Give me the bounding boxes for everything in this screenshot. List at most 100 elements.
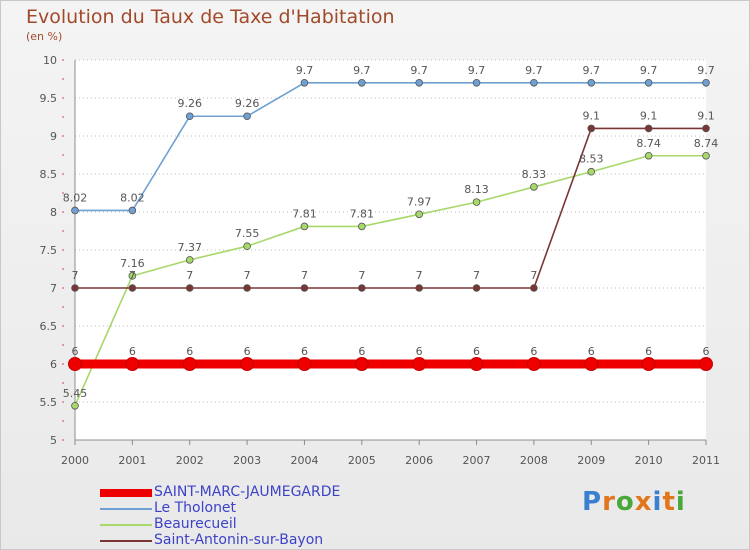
data-label: 6 [703, 345, 710, 358]
data-label: 9.7 [468, 64, 486, 77]
data-label: 8.33 [522, 168, 547, 181]
data-label: 7 [186, 269, 193, 282]
x-tick-label: 2011 [692, 454, 720, 467]
data-label: 7.81 [350, 207, 375, 220]
data-label: 8.74 [694, 137, 719, 150]
y-tick-label: 10 [43, 54, 57, 67]
plot-area [75, 60, 706, 440]
data-label: 6 [186, 345, 193, 358]
data-point [243, 112, 251, 121]
data-point [300, 222, 309, 231]
y-tick-label: 7 [50, 282, 57, 295]
data-label: 7.16 [120, 257, 145, 270]
y-tick-label: 6.5 [40, 320, 58, 333]
data-point [526, 357, 541, 371]
x-tick-label: 2004 [290, 454, 318, 467]
x-tick-label: 2008 [520, 454, 548, 467]
x-tick-label: 2005 [348, 454, 376, 467]
legend-label: Saint-Antonin-sur-Bayon [154, 532, 324, 548]
x-tick-label: 2009 [577, 454, 605, 467]
legend-swatch [100, 540, 152, 542]
data-point [185, 284, 194, 292]
logo-letter: t [662, 487, 676, 517]
data-point [587, 124, 596, 133]
data-label: 9.26 [235, 97, 260, 110]
data-label: 5.45 [63, 387, 88, 400]
data-point [587, 79, 596, 87]
data-label: 7 [473, 269, 480, 282]
data-point [644, 124, 653, 133]
data-label: 7.81 [292, 207, 317, 220]
x-tick-label: 2000 [61, 454, 89, 467]
data-label: 9.7 [697, 64, 715, 77]
data-point [128, 284, 137, 292]
legend-swatch [100, 508, 152, 510]
y-tick-label: 8.5 [40, 168, 58, 181]
data-point [71, 284, 79, 292]
data-label: 9.7 [296, 64, 314, 77]
chart-title: Evolution du Taux de Taxe d'Habitation [26, 6, 395, 28]
data-label: 7 [244, 269, 251, 282]
data-label: 9.7 [583, 64, 601, 77]
data-point [182, 357, 197, 371]
x-tick-label: 2001 [118, 454, 146, 467]
data-label: 6 [645, 345, 652, 358]
data-point [584, 357, 599, 371]
data-label: 8.53 [579, 153, 604, 166]
data-point [358, 284, 366, 292]
data-label: 7 [129, 269, 136, 282]
data-point [530, 183, 538, 191]
data-point [240, 357, 255, 371]
data-point [415, 79, 423, 87]
data-point [472, 198, 481, 206]
data-point [702, 151, 710, 160]
legend-swatch [100, 524, 152, 526]
data-point [699, 357, 713, 371]
data-point [358, 79, 366, 87]
data-label: 9.1 [640, 109, 658, 122]
chart-unit-label: (en %) [26, 30, 63, 43]
y-tick-label: 9.5 [40, 92, 58, 105]
data-label: 8.02 [63, 191, 88, 204]
proxiti-logo: Proxiti [582, 487, 686, 517]
data-point [68, 357, 82, 371]
data-point [243, 242, 251, 251]
y-tick-label: 9 [50, 130, 57, 143]
data-label: 9.7 [525, 64, 543, 77]
data-label: 6 [358, 345, 365, 358]
x-tick-label: 2002 [176, 454, 204, 467]
data-label: 8.13 [464, 183, 489, 196]
data-point [641, 357, 656, 371]
y-tick-label: 6 [50, 358, 57, 371]
data-point [128, 206, 137, 215]
data-label: 9.1 [583, 109, 601, 122]
data-point [472, 284, 481, 292]
data-point [702, 79, 710, 87]
data-label: 9.7 [410, 64, 428, 77]
data-point [300, 79, 309, 87]
logo-letter: o [615, 487, 635, 517]
logo-letter: x [634, 487, 653, 517]
data-label: 6 [129, 345, 136, 358]
data-point [644, 79, 653, 87]
x-tick-label: 2010 [635, 454, 663, 467]
data-label: 6 [301, 345, 308, 358]
data-point [185, 256, 194, 264]
series-line [75, 127, 706, 289]
data-point [354, 357, 369, 371]
data-point [125, 357, 140, 371]
data-point [71, 206, 79, 215]
legend-label: SAINT-MARC-JAUMEGARDE [154, 484, 341, 500]
data-label: 9.7 [353, 64, 371, 77]
x-tick-label: 2006 [405, 454, 433, 467]
data-label: 8.74 [636, 137, 661, 150]
data-label: 6 [416, 345, 423, 358]
legend-label: Beaurecueil [154, 516, 237, 532]
data-label: 6 [473, 345, 480, 358]
y-tick-label: 8 [50, 206, 57, 219]
logo-letter: i [675, 487, 686, 517]
y-tick-label: 7.5 [40, 244, 58, 257]
data-label: 7 [416, 269, 423, 282]
x-tick-label: 2007 [463, 454, 491, 467]
